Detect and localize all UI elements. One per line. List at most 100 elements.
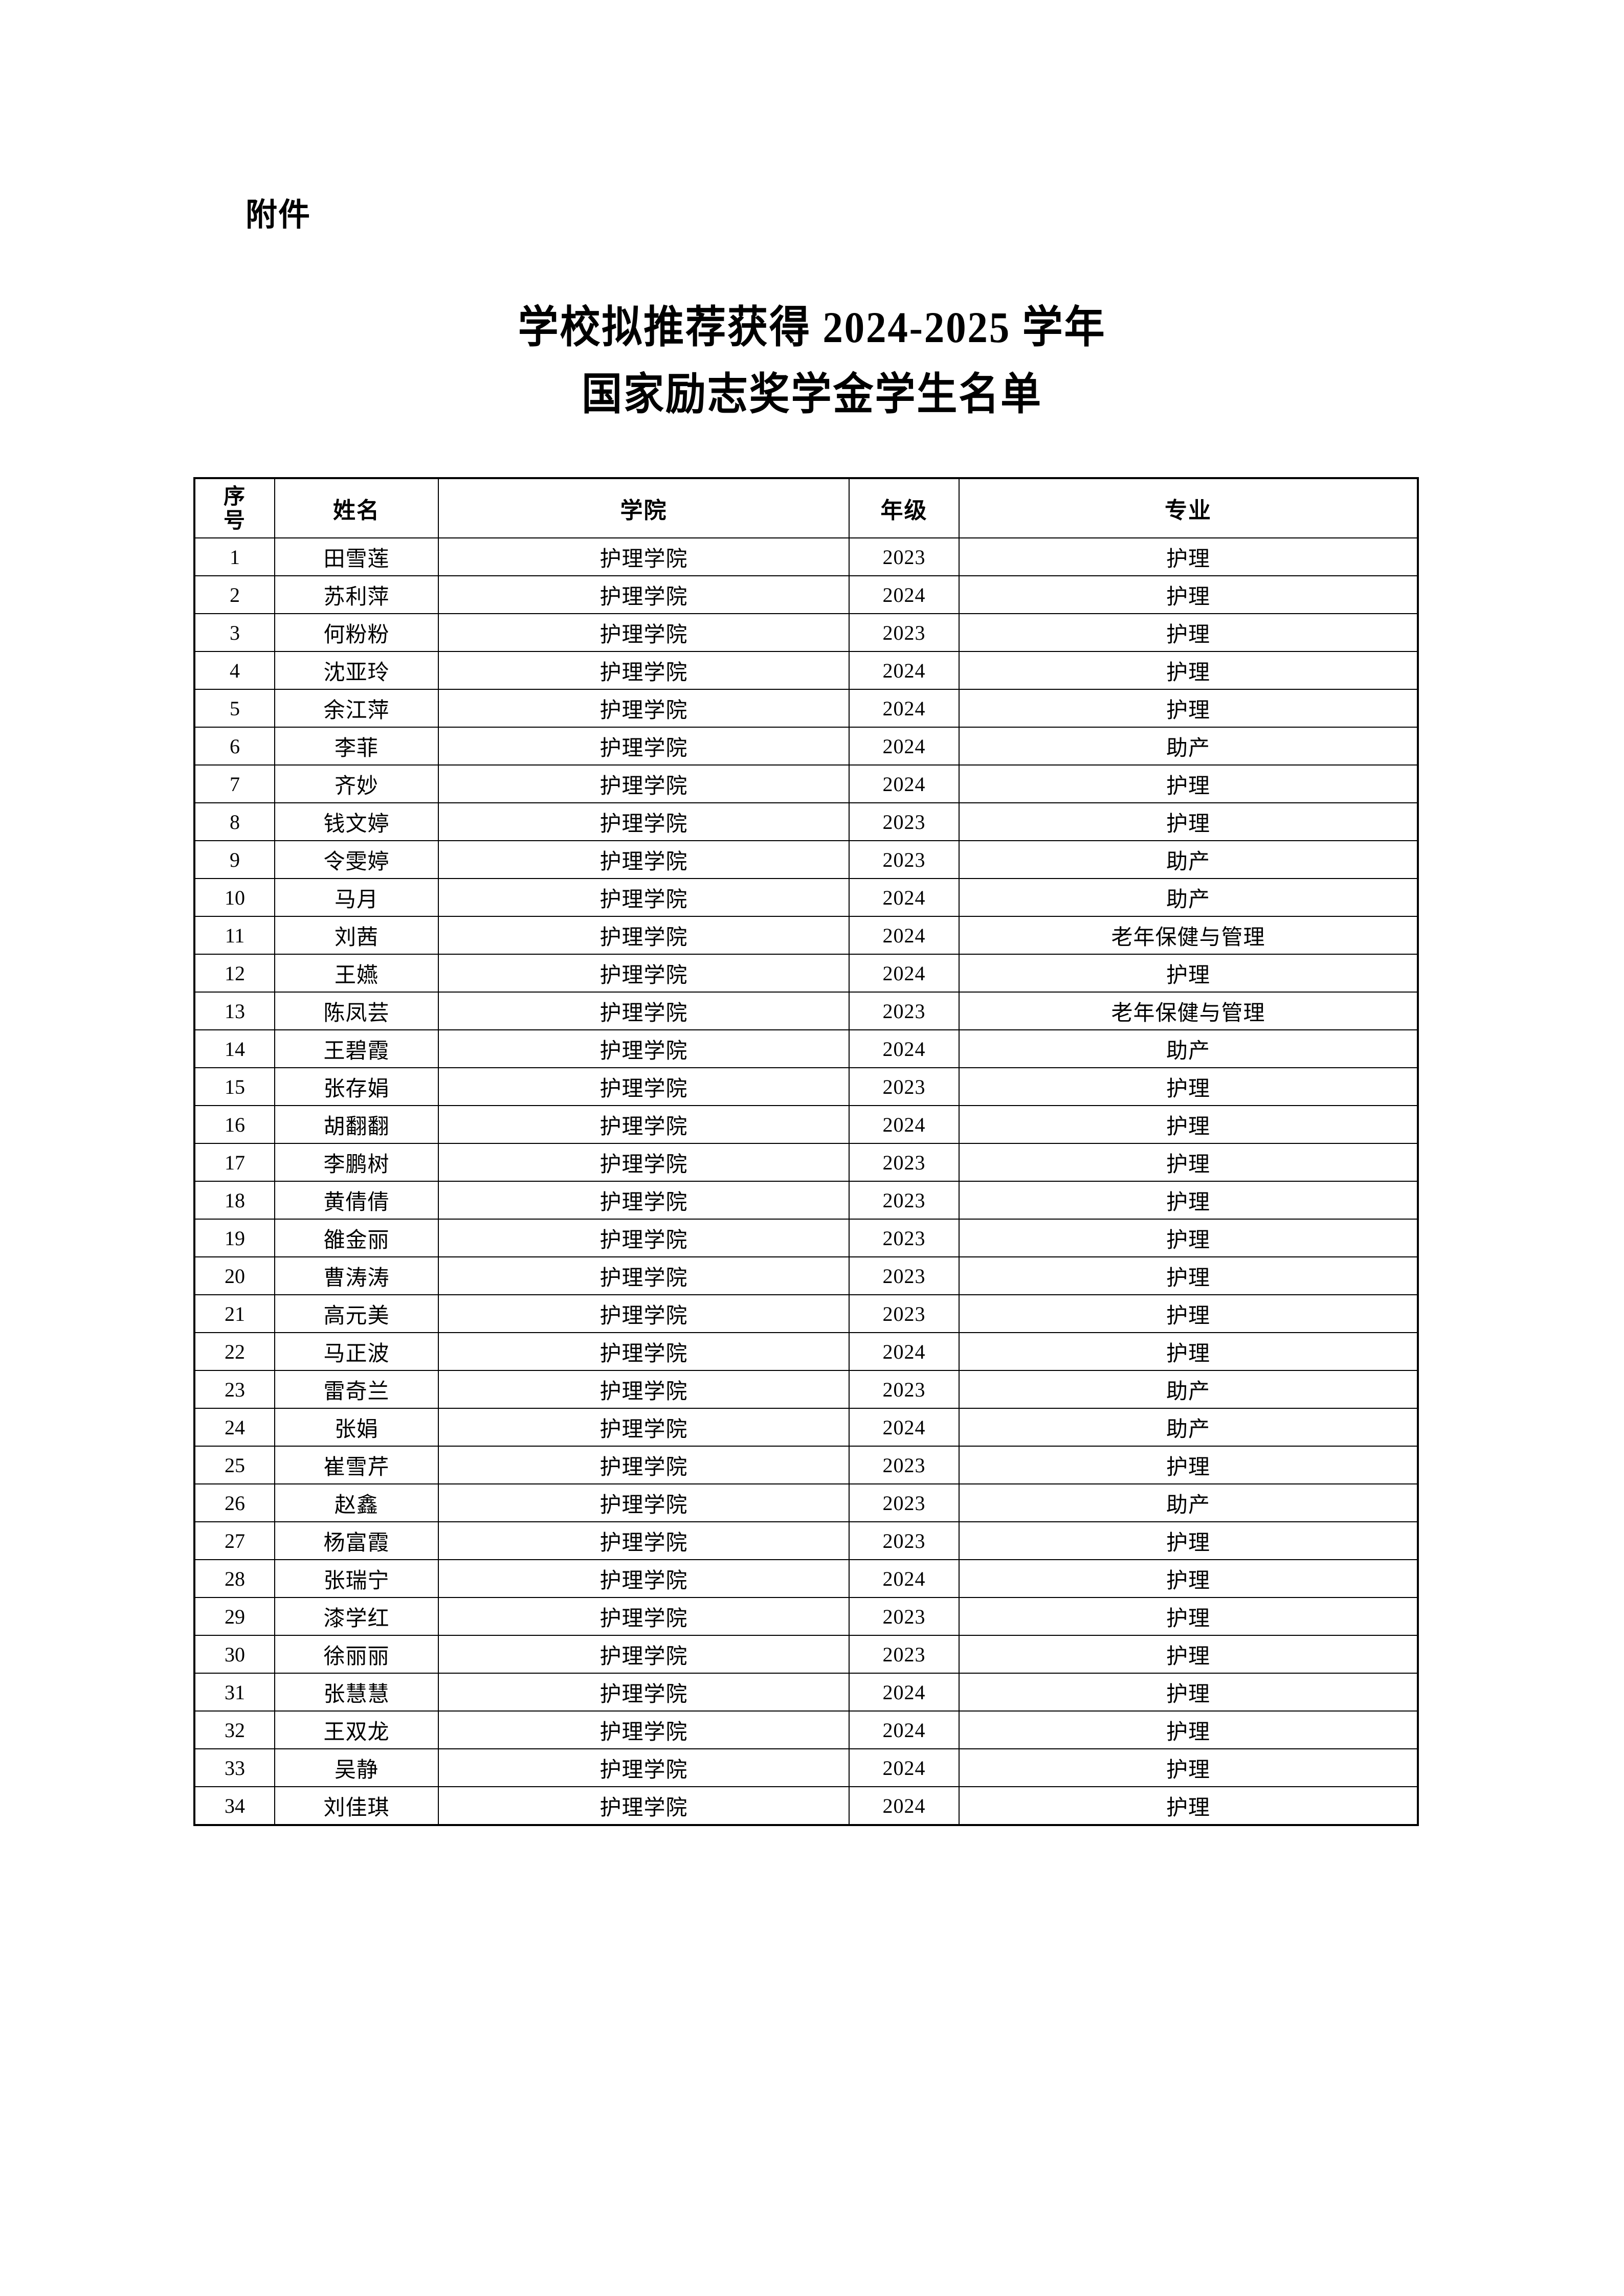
cell-seq: 28 (194, 1559, 275, 1598)
cell-grade: 2023 (849, 1483, 960, 1522)
cell-college: 护理学院 (438, 992, 850, 1030)
cell-major: 助产 (959, 878, 1418, 917)
cell-seq: 29 (194, 1597, 275, 1636)
table-row: 19 雒金丽 护理学院 2023 护理 (194, 1219, 1418, 1257)
cell-major: 护理 (959, 537, 1418, 576)
cell-seq: 19 (194, 1219, 275, 1257)
cell-major: 护理 (959, 1748, 1418, 1787)
cell-seq: 26 (194, 1483, 275, 1522)
table-row: 15 张存娟 护理学院 2023 护理 (194, 1067, 1418, 1106)
page-title-line-1: 学校拟推荐获得 2024-2025 学年 (518, 303, 1106, 352)
cell-grade: 2024 (849, 689, 960, 728)
cell-grade: 2023 (849, 1635, 960, 1674)
cell-college: 护理学院 (438, 1256, 850, 1295)
cell-grade: 2024 (849, 954, 960, 993)
cell-name: 王嬿 (274, 954, 439, 993)
cell-grade: 2023 (849, 1597, 960, 1636)
cell-name: 漆学红 (274, 1597, 439, 1636)
cell-grade: 2023 (849, 840, 960, 879)
cell-major: 护理 (959, 1673, 1418, 1712)
cell-major: 护理 (959, 1446, 1418, 1484)
cell-major: 护理 (959, 1635, 1418, 1674)
cell-college: 护理学院 (438, 1786, 850, 1826)
cell-seq: 6 (194, 727, 275, 766)
table-row: 14 王碧霞 护理学院 2024 助产 (194, 1029, 1418, 1068)
cell-name: 雒金丽 (274, 1219, 439, 1257)
cell-college: 护理学院 (438, 764, 850, 803)
cell-grade: 2023 (849, 1256, 960, 1295)
cell-major: 护理 (959, 1332, 1418, 1371)
table-row: 13 陈凤芸 护理学院 2023 老年保健与管理 (194, 992, 1418, 1030)
table-row: 16 胡翻翻 护理学院 2024 护理 (194, 1105, 1418, 1144)
cell-name: 李鹏树 (274, 1143, 439, 1182)
cell-seq: 9 (194, 840, 275, 879)
table-row: 3 何粉粉 护理学院 2023 护理 (194, 613, 1418, 652)
cell-major: 老年保健与管理 (959, 992, 1418, 1030)
cell-name: 赵鑫 (274, 1483, 439, 1522)
cell-grade: 2023 (849, 537, 960, 576)
cell-major: 助产 (959, 727, 1418, 766)
cell-seq: 14 (194, 1029, 275, 1068)
cell-major: 护理 (959, 1710, 1418, 1749)
table-row: 22 马正波 护理学院 2024 护理 (194, 1332, 1418, 1371)
cell-name: 钱文婷 (274, 802, 439, 841)
cell-name: 令雯婷 (274, 840, 439, 879)
table-row: 30 徐丽丽 护理学院 2023 护理 (194, 1635, 1418, 1674)
cell-name: 吴静 (274, 1748, 439, 1787)
column-header-seq-char-1: 序 (223, 484, 246, 508)
cell-grade: 2024 (849, 1710, 960, 1749)
cell-seq: 10 (194, 878, 275, 917)
cell-seq: 31 (194, 1673, 275, 1712)
cell-college: 护理学院 (438, 613, 850, 652)
cell-major: 助产 (959, 1029, 1418, 1068)
cell-name: 张娟 (274, 1408, 439, 1447)
cell-grade: 2023 (849, 992, 960, 1030)
cell-grade: 2023 (849, 802, 960, 841)
cell-grade: 2024 (849, 1105, 960, 1144)
cell-seq: 24 (194, 1408, 275, 1447)
cell-major: 护理 (959, 802, 1418, 841)
cell-college: 护理学院 (438, 1067, 850, 1106)
cell-name: 杨富霞 (274, 1521, 439, 1560)
cell-seq: 1 (194, 537, 275, 576)
page-title-line-2: 国家励志奖学金学生名单 (582, 369, 1042, 419)
cell-major: 护理 (959, 1181, 1418, 1220)
table-row: 4 沈亚玲 护理学院 2024 护理 (194, 651, 1418, 690)
cell-major: 护理 (959, 1559, 1418, 1598)
cell-seq: 11 (194, 916, 275, 955)
cell-grade: 2024 (849, 651, 960, 690)
table-row: 12 王嬿 护理学院 2024 护理 (194, 954, 1418, 993)
cell-grade: 2024 (849, 878, 960, 917)
table-body: 1 田雪莲 护理学院 2023 护理 2 苏利萍 护理学院 2024 护理 3 何粉粉 护理学院 2023… (194, 537, 1418, 1826)
cell-seq: 21 (194, 1294, 275, 1333)
scholarship-roster-table: 序 号 姓名 学院 年级 专业 1 田雪莲 护理学院 2023 护理 2 苏利萍 护理学院 20… (193, 477, 1419, 1826)
cell-seq: 34 (194, 1786, 275, 1826)
cell-name: 陈凤芸 (274, 992, 439, 1030)
table-row: 26 赵鑫 护理学院 2023 助产 (194, 1483, 1418, 1522)
cell-college: 护理学院 (438, 689, 850, 728)
table-row: 9 令雯婷 护理学院 2023 助产 (194, 840, 1418, 879)
cell-major: 老年保健与管理 (959, 916, 1418, 955)
cell-college: 护理学院 (438, 537, 850, 576)
cell-seq: 17 (194, 1143, 275, 1182)
cell-major: 护理 (959, 954, 1418, 993)
cell-name: 雷奇兰 (274, 1370, 439, 1409)
cell-seq: 8 (194, 802, 275, 841)
cell-name: 余江萍 (274, 689, 439, 728)
cell-grade: 2024 (849, 575, 960, 614)
cell-college: 护理学院 (438, 840, 850, 879)
table-row: 2 苏利萍 护理学院 2024 护理 (194, 575, 1418, 614)
cell-seq: 32 (194, 1710, 275, 1749)
cell-college: 护理学院 (438, 1748, 850, 1787)
column-header-seq-char-2: 号 (223, 508, 246, 532)
column-header-seq: 序 号 (194, 478, 275, 538)
cell-major: 助产 (959, 1408, 1418, 1447)
cell-name: 何粉粉 (274, 613, 439, 652)
cell-name: 王碧霞 (274, 1029, 439, 1068)
cell-seq: 23 (194, 1370, 275, 1409)
cell-college: 护理学院 (438, 651, 850, 690)
cell-college: 护理学院 (438, 878, 850, 917)
cell-college: 护理学院 (438, 1521, 850, 1560)
cell-grade: 2024 (849, 1673, 960, 1712)
